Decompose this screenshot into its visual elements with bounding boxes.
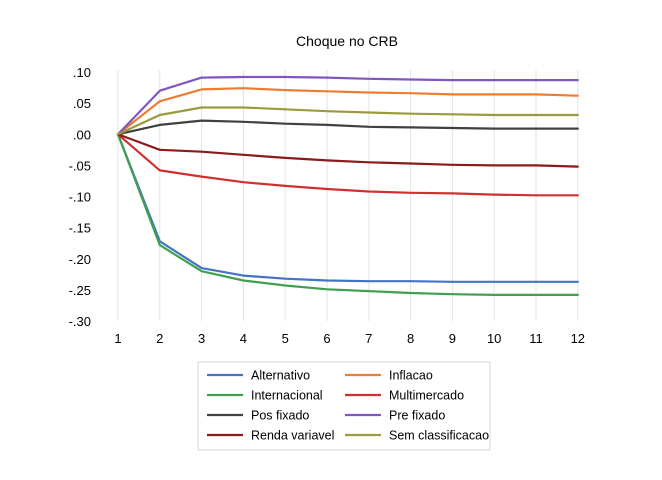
legend: Alternativo Inflacao Internacional Multimer… (198, 362, 490, 450)
legend-label-renda-variavel: Renda variavel (251, 429, 334, 443)
y-tick-label: -.15 (69, 221, 91, 236)
x-tick-label: 4 (240, 331, 247, 346)
x-tick-label: 3 (198, 331, 205, 346)
x-tick-label: 7 (365, 331, 372, 346)
x-tick-label: 12 (571, 331, 585, 346)
legend-label-sem-classificacao: Sem classificacao (389, 429, 489, 443)
legend-label-pre-fixado: Pre fixado (389, 409, 445, 423)
y-tick-label: .10 (73, 65, 91, 80)
legend-label-pos-fixado: Pos fixado (251, 409, 309, 423)
y-axis-ticks: .10 .05 .00 -.05 -.10 -.15 -.20 -.25 -.30 (69, 65, 91, 329)
chart-title: Choque no CRB (296, 33, 398, 49)
series-line-pos-fixado (118, 121, 578, 135)
y-tick-label: -.30 (69, 314, 91, 329)
x-tick-label: 11 (529, 331, 543, 346)
series-lines (118, 77, 578, 295)
legend-label-inflacao: Inflacao (389, 369, 433, 383)
x-axis-ticks: 1 2 3 4 5 6 7 8 9 10 11 12 (114, 331, 585, 346)
x-tick-label: 9 (449, 331, 456, 346)
y-tick-label: -.10 (69, 190, 91, 205)
y-tick-label: .00 (73, 127, 91, 142)
x-tick-label: 5 (282, 331, 289, 346)
y-tick-label: -.25 (69, 283, 91, 298)
series-line-renda-variavel (118, 134, 578, 166)
series-line-sem-classificacao (118, 108, 578, 135)
series-line-alternativo (118, 134, 578, 281)
legend-label-internacional: Internacional (251, 389, 323, 403)
y-tick-label: -.20 (69, 252, 91, 267)
x-tick-label: 10 (487, 331, 501, 346)
x-tick-label: 8 (407, 331, 414, 346)
y-tick-label: .05 (73, 96, 91, 111)
x-tick-label: 2 (156, 331, 163, 346)
x-tick-label: 1 (114, 331, 121, 346)
x-tick-label: 6 (323, 331, 330, 346)
series-line-internacional (118, 134, 578, 295)
legend-label-multimercado: Multimercado (389, 389, 464, 403)
legend-label-alternativo: Alternativo (251, 369, 310, 383)
y-tick-label: -.05 (69, 158, 91, 173)
